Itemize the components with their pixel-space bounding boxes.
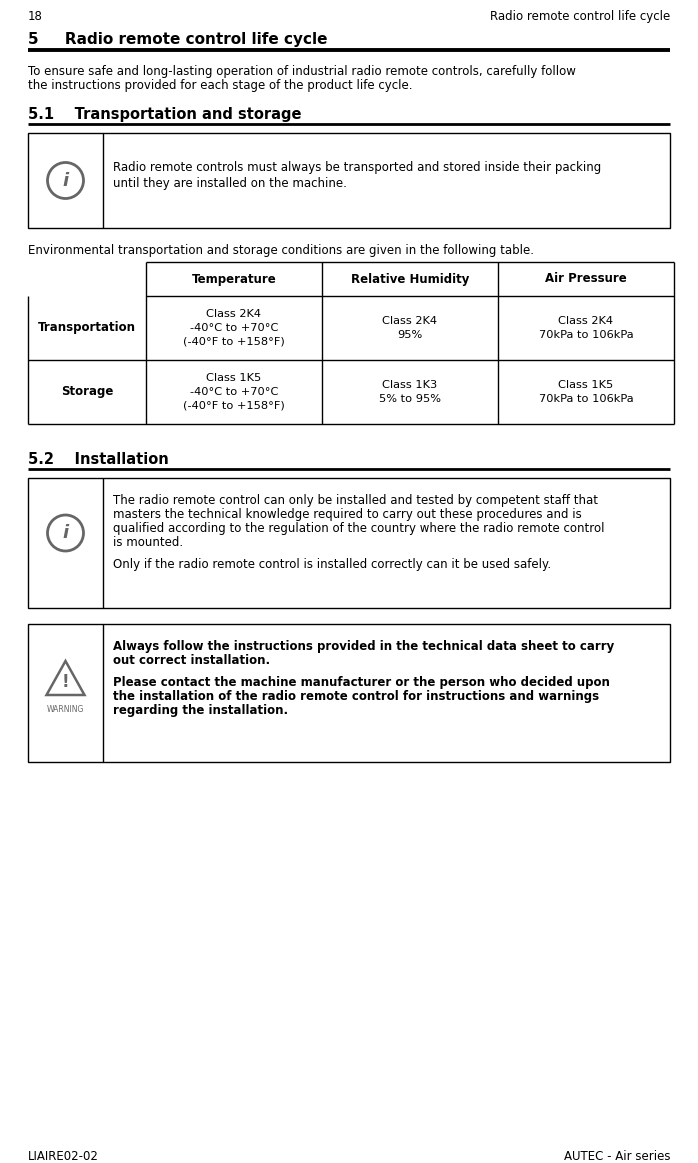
Text: 5.2    Installation: 5.2 Installation xyxy=(28,452,169,468)
Text: Environmental transportation and storage conditions are given in the following t: Environmental transportation and storage… xyxy=(28,244,534,257)
Bar xyxy=(28,478,670,608)
Text: Please contact the machine manufacturer or the person who decided upon: Please contact the machine manufacturer … xyxy=(113,676,610,688)
Text: is mounted.: is mounted. xyxy=(113,536,183,549)
Text: Radio remote controls must always be transported and stored inside their packing: Radio remote controls must always be tra… xyxy=(113,160,601,174)
Text: !: ! xyxy=(61,673,69,691)
Text: AUTEC - Air series: AUTEC - Air series xyxy=(563,1150,670,1163)
Text: regarding the installation.: regarding the installation. xyxy=(113,704,288,718)
Text: LIAIRE02-02: LIAIRE02-02 xyxy=(28,1150,99,1163)
Text: qualified according to the regulation of the country where the radio remote cont: qualified according to the regulation of… xyxy=(113,522,604,535)
Text: Only if the radio remote control is installed correctly can it be used safely.: Only if the radio remote control is inst… xyxy=(113,558,551,571)
Text: i: i xyxy=(62,525,68,542)
Text: WARNING: WARNING xyxy=(47,705,84,714)
Text: Transportation: Transportation xyxy=(38,321,136,335)
Text: Class 1K5
-40°C to +70°C
(-40°F to +158°F): Class 1K5 -40°C to +70°C (-40°F to +158°… xyxy=(183,373,285,411)
Text: the installation of the radio remote control for instructions and warnings: the installation of the radio remote con… xyxy=(113,690,599,702)
Text: the instructions provided for each stage of the product life cycle.: the instructions provided for each stage… xyxy=(28,79,413,92)
Text: 5.1    Transportation and storage: 5.1 Transportation and storage xyxy=(28,107,302,122)
Text: Class 2K4
-40°C to +70°C
(-40°F to +158°F): Class 2K4 -40°C to +70°C (-40°F to +158°… xyxy=(183,309,285,347)
Text: 18: 18 xyxy=(28,10,43,23)
Text: Always follow the instructions provided in the technical data sheet to carry: Always follow the instructions provided … xyxy=(113,640,614,652)
Text: Class 1K5
70kPa to 106kPa: Class 1K5 70kPa to 106kPa xyxy=(539,380,633,404)
Text: Class 1K3
5% to 95%: Class 1K3 5% to 95% xyxy=(379,380,441,404)
Text: masters the technical knowledge required to carry out these procedures and is: masters the technical knowledge required… xyxy=(113,508,581,521)
Text: Air Pressure: Air Pressure xyxy=(545,272,627,285)
Text: Temperature: Temperature xyxy=(192,272,276,285)
Text: Relative Humidity: Relative Humidity xyxy=(351,272,469,285)
Text: Class 2K4
95%: Class 2K4 95% xyxy=(383,316,438,340)
Text: out correct installation.: out correct installation. xyxy=(113,654,270,668)
Text: i: i xyxy=(62,171,68,190)
Text: 5     Radio remote control life cycle: 5 Radio remote control life cycle xyxy=(28,33,327,47)
Bar xyxy=(28,625,670,762)
Bar xyxy=(28,133,670,228)
Text: until they are installed on the machine.: until they are installed on the machine. xyxy=(113,177,347,190)
Text: To ensure safe and long-lasting operation of industrial radio remote controls, c: To ensure safe and long-lasting operatio… xyxy=(28,65,576,78)
Text: Class 2K4
70kPa to 106kPa: Class 2K4 70kPa to 106kPa xyxy=(539,316,633,340)
Text: The radio remote control can only be installed and tested by competent staff tha: The radio remote control can only be ins… xyxy=(113,494,598,507)
Text: Storage: Storage xyxy=(61,385,113,399)
Text: Radio remote control life cycle: Radio remote control life cycle xyxy=(490,10,670,23)
